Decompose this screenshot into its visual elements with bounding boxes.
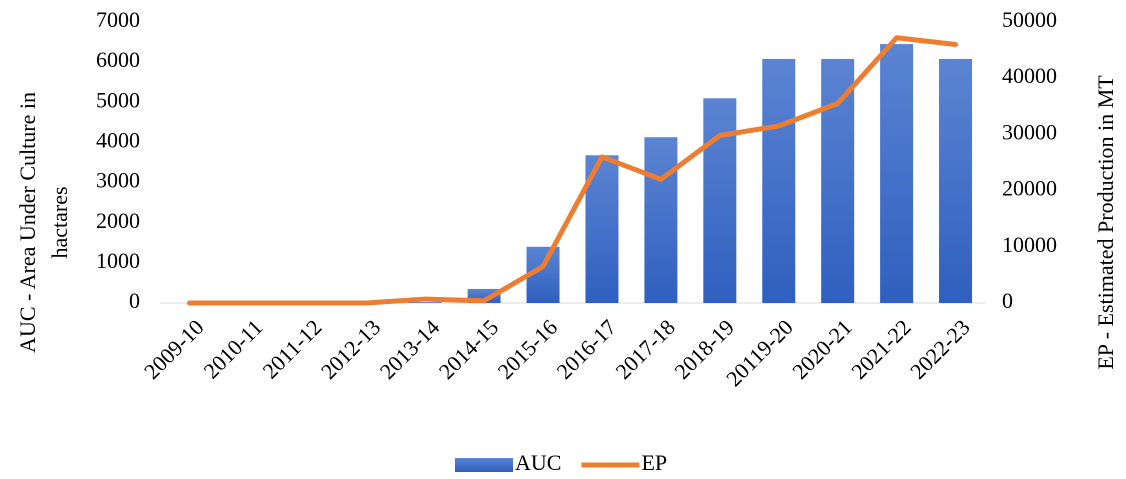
- bar: [408, 302, 442, 303]
- y2-tick-label: 20000: [1002, 176, 1057, 201]
- bar: [762, 58, 796, 303]
- x-tick-label: 2009-10: [139, 314, 209, 384]
- y-axis-title: hactares: [47, 186, 72, 258]
- y-tick-label: 5000: [96, 87, 140, 112]
- y-axis-title: AUC - Area Under Culture in: [15, 92, 40, 353]
- bar: [644, 137, 678, 303]
- x-tick-label: 2016-17: [552, 314, 622, 384]
- legend-swatch: [455, 458, 513, 472]
- bar: [880, 44, 914, 303]
- y2-tick-label: 10000: [1002, 232, 1057, 257]
- y-tick-label: 0: [129, 288, 140, 313]
- x-tick-label: 2011-12: [257, 314, 326, 383]
- x-tick-label: 2012-13: [316, 314, 386, 384]
- y2-tick-label: 0: [1002, 288, 1013, 313]
- y-tick-label: 3000: [96, 168, 140, 193]
- line: [186, 35, 959, 306]
- y2-tick-label: 50000: [1002, 7, 1057, 32]
- x-tick-label: 2020-21: [787, 314, 857, 384]
- bar: [703, 98, 737, 304]
- y2-tick-label: 30000: [1002, 119, 1057, 144]
- y2-tick-label: 40000: [1002, 63, 1057, 88]
- x-tick-label: 2013-14: [375, 314, 445, 384]
- x-tick-label: 2010-11: [199, 314, 268, 383]
- y-tick-label: 4000: [96, 127, 140, 152]
- y2-axis-title: EP - Estimated Production in MT: [1093, 75, 1118, 370]
- y-tick-label: 6000: [96, 47, 140, 72]
- x-tick-label: 2014-15: [434, 314, 504, 384]
- legend-label: EP: [641, 450, 667, 475]
- x-tick-label: 2015-16: [493, 314, 563, 384]
- y-tick-label: 1000: [96, 248, 140, 273]
- x-tick-label: 2021-22: [846, 314, 916, 384]
- x-tick-label: 2017-18: [610, 314, 680, 384]
- y-tick-label: 7000: [96, 7, 140, 32]
- legend-label: AUC: [515, 450, 561, 475]
- bar: [821, 58, 855, 303]
- x-tick-label: 2022-23: [905, 314, 975, 384]
- y-tick-label: 2000: [96, 208, 140, 233]
- bar: [939, 58, 973, 303]
